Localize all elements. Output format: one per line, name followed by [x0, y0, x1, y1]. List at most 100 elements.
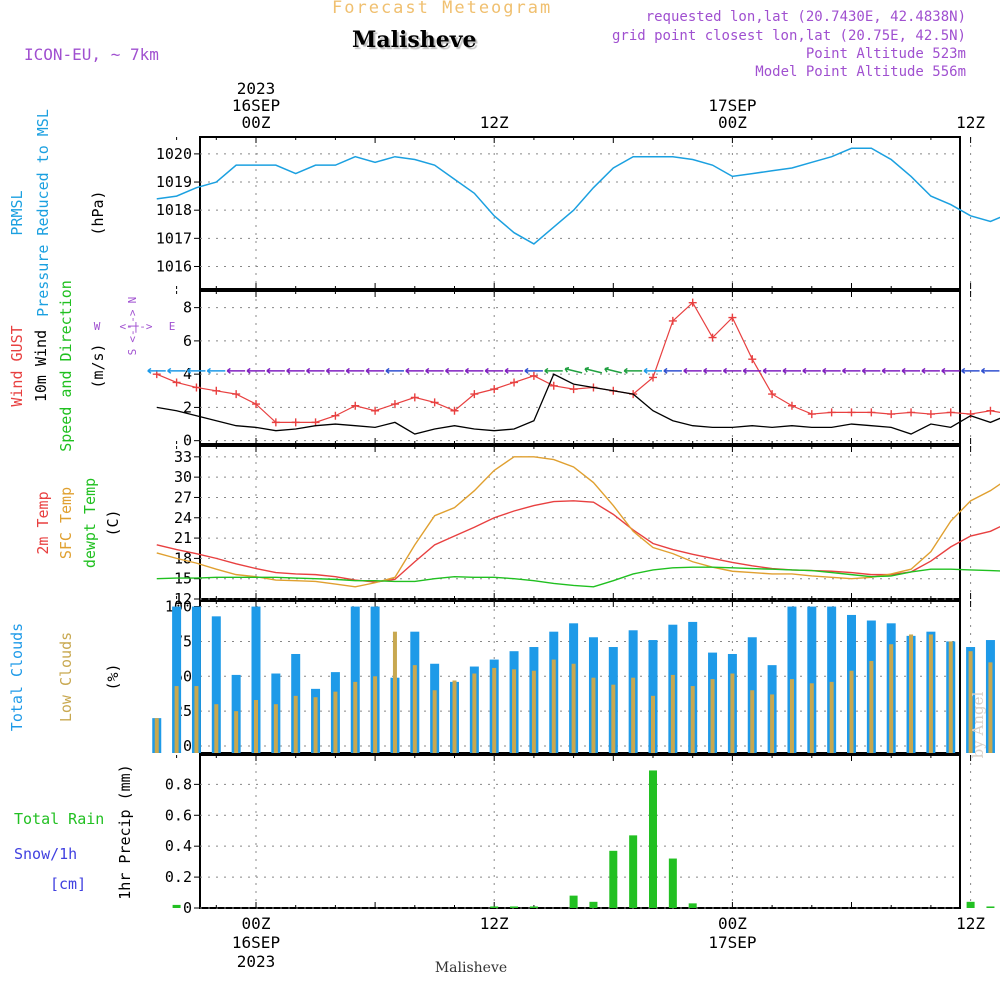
gust-marker — [649, 373, 657, 382]
top-time-label: 16SEP — [232, 96, 280, 115]
low-cloud-bar — [174, 686, 179, 753]
cloud-axis-label: Total Clouds — [8, 623, 26, 731]
wind-direction-arrow — [345, 367, 365, 374]
pressure-axis-label: PRMSL — [8, 190, 26, 235]
wind-direction-arrow — [167, 367, 186, 374]
model-label: ICON-EU, ~ 7km — [24, 45, 159, 64]
bottom-time-label: 12Z — [480, 914, 509, 933]
ytick-label-clouds: 0 — [183, 737, 192, 755]
wind-direction-arrow — [385, 367, 404, 374]
low-cloud-bar — [611, 684, 616, 753]
low-cloud-bar — [631, 677, 636, 753]
temp2m-line — [156, 500, 1000, 583]
gust-marker — [986, 406, 995, 415]
low-cloud-bar — [551, 659, 556, 753]
wind-direction-arrow — [901, 367, 921, 374]
gust-line — [156, 301, 1000, 423]
bottom-time-label: 12Z — [956, 914, 985, 933]
gust-marker — [966, 410, 975, 419]
top-time-label: 12Z — [956, 113, 985, 132]
compass-w: W — [94, 320, 101, 333]
wind-axis-label: 10m Wind — [32, 330, 50, 402]
precip-axis-label: 1hr Precip (mm) — [116, 764, 134, 899]
gust-marker — [728, 313, 737, 322]
low-cloud-bar — [948, 641, 953, 753]
wind-direction-arrow — [405, 367, 424, 374]
gust-marker — [688, 298, 697, 307]
total-cloud-bar — [191, 606, 201, 753]
ytick-label-wind: 4 — [183, 365, 192, 383]
compass-arrows-vertical: <-|-> — [126, 309, 139, 342]
meteogram-title: Forecast Meteogram — [332, 0, 553, 18]
wind-axis-label: Speed and Direction — [57, 280, 75, 452]
wind-direction-arrow — [762, 367, 782, 374]
low-cloud-bar — [849, 670, 854, 753]
wind-direction-arrow — [742, 367, 762, 374]
wind-direction-arrow — [187, 367, 206, 374]
low-cloud-bar — [273, 704, 278, 753]
gust-marker — [748, 355, 757, 364]
low-cloud-bar — [313, 697, 318, 753]
wind-direction-arrow — [881, 367, 901, 374]
low-cloud-bar — [651, 695, 655, 753]
pressure-axis-label: Pressure Reduced to MSL — [34, 109, 52, 317]
wind-direction-arrow — [306, 367, 325, 374]
temperature-axis-label: SFC Temp — [57, 487, 75, 559]
temperature-axis-label: dewpt Temp — [81, 478, 99, 568]
total-cloud-bar — [211, 616, 221, 753]
precip-legend-label: Snow/1h — [14, 845, 77, 863]
gust-marker — [529, 371, 538, 380]
low-cloud-bar — [373, 676, 378, 753]
ytick-label-temperature: 12 — [174, 590, 192, 608]
rain-bar — [609, 850, 618, 908]
wind-direction-arrow — [921, 367, 940, 374]
watermark: by Angel — [969, 691, 987, 758]
ytick-label-pressure: 1017 — [156, 229, 192, 247]
compass-n: N — [126, 297, 139, 304]
wind-direction-arrow — [206, 367, 226, 374]
ytick-label-temperature: 24 — [174, 509, 192, 527]
top-time-label: 17SEP — [708, 96, 756, 115]
compass-arrows: <-|-> — [119, 320, 152, 333]
wind-direction-arrow — [822, 367, 841, 374]
ytick-label-wind: 2 — [183, 398, 192, 416]
total-cloud-bar — [350, 606, 360, 753]
wind-direction-arrow — [663, 367, 682, 374]
rain-bar — [172, 904, 181, 908]
cloud-axis-label: (%) — [104, 663, 122, 690]
low-cloud-bar — [234, 711, 239, 753]
low-cloud-bar — [333, 691, 338, 753]
rain-bar — [629, 835, 638, 908]
rain-bar — [529, 906, 538, 908]
wind-direction-arrow — [623, 367, 643, 374]
wind-direction-arrow — [325, 367, 345, 374]
total-cloud-bar — [251, 606, 261, 753]
panel-frame-temperature — [199, 445, 961, 600]
wind-direction-arrow — [683, 367, 702, 374]
wind-direction-arrow — [504, 367, 524, 374]
footer-location: Malisheve — [435, 960, 507, 976]
precip-legend-label: [cm] — [50, 875, 86, 893]
low-cloud-bar — [670, 674, 675, 753]
ytick-label-pressure: 1016 — [156, 257, 192, 275]
wind-direction-arrow — [703, 367, 722, 374]
top-time-label: 12Z — [480, 113, 509, 132]
wind-direction-arrow — [722, 367, 742, 374]
wind-direction-arrow — [544, 367, 563, 374]
wind-direction-arrow — [961, 367, 980, 374]
gust-marker — [212, 386, 221, 395]
ytick-label-precip: 0.6 — [165, 806, 192, 824]
gust-marker — [549, 381, 558, 390]
gust-marker — [331, 411, 340, 420]
low-cloud-bar — [512, 669, 517, 753]
ytick-label-precip: 0 — [183, 899, 192, 917]
rain-bar — [688, 903, 697, 908]
low-cloud-bar — [869, 660, 874, 753]
gust-marker — [946, 408, 955, 417]
wind-direction-arrow — [484, 367, 504, 374]
rain-bar — [569, 895, 578, 908]
wind-direction-arrow — [564, 366, 583, 374]
low-cloud-bar — [293, 695, 298, 753]
low-cloud-bar — [968, 651, 973, 753]
